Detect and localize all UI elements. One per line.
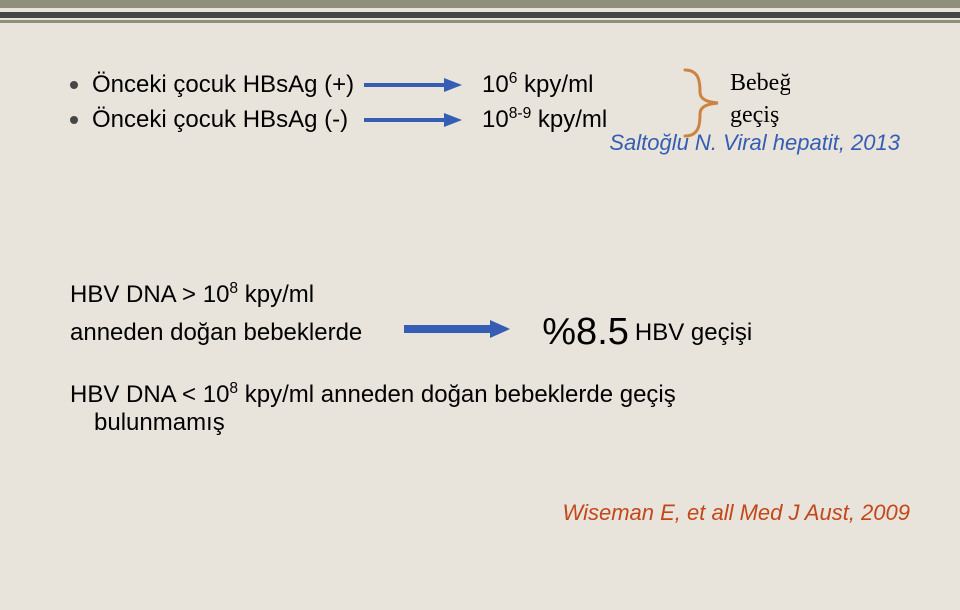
row1-label: Önceki çocuk HBsAg (+)	[92, 71, 362, 99]
reference-1: Saltoğlu N. Viral hepatit, 2013	[609, 130, 900, 156]
slide-content: Önceki çocuk HBsAg (+) 106 kpy/ml Önceki…	[70, 70, 910, 140]
arrow-icon	[362, 75, 482, 95]
brace-label-2: geçiş	[730, 102, 779, 128]
lower-line2: bulunmamış	[94, 409, 910, 437]
arrow-icon	[402, 318, 512, 347]
lower-block: HBV DNA < 108 kpy/ml anneden doğan bebek…	[70, 380, 910, 437]
bullet-icon	[70, 116, 78, 124]
percent-tail: HBV geçişi	[635, 319, 752, 347]
row2-label: Önceki çocuk HBsAg (-)	[92, 106, 362, 134]
percent-value: %8.5	[542, 311, 629, 354]
bullet-icon	[70, 81, 78, 89]
lower-line1: HBV DNA < 108 kpy/ml anneden doğan bebek…	[70, 380, 910, 409]
mid-block: HBV DNA > 108 kpy/ml anneden doğan bebek…	[70, 280, 910, 356]
header-stripes	[0, 0, 960, 23]
brace-label-1: Bebeğe	[730, 70, 790, 96]
reference-2: Wiseman E, et all Med J Aust, 2009	[563, 500, 910, 526]
arrow-icon	[362, 110, 482, 130]
row1-value: 106 kpy/ml	[482, 70, 642, 99]
mid-line1: HBV DNA > 108 kpy/ml	[70, 280, 910, 309]
mid-line2: anneden doğan bebeklerde %8.5 HBV geçişi	[70, 311, 910, 354]
